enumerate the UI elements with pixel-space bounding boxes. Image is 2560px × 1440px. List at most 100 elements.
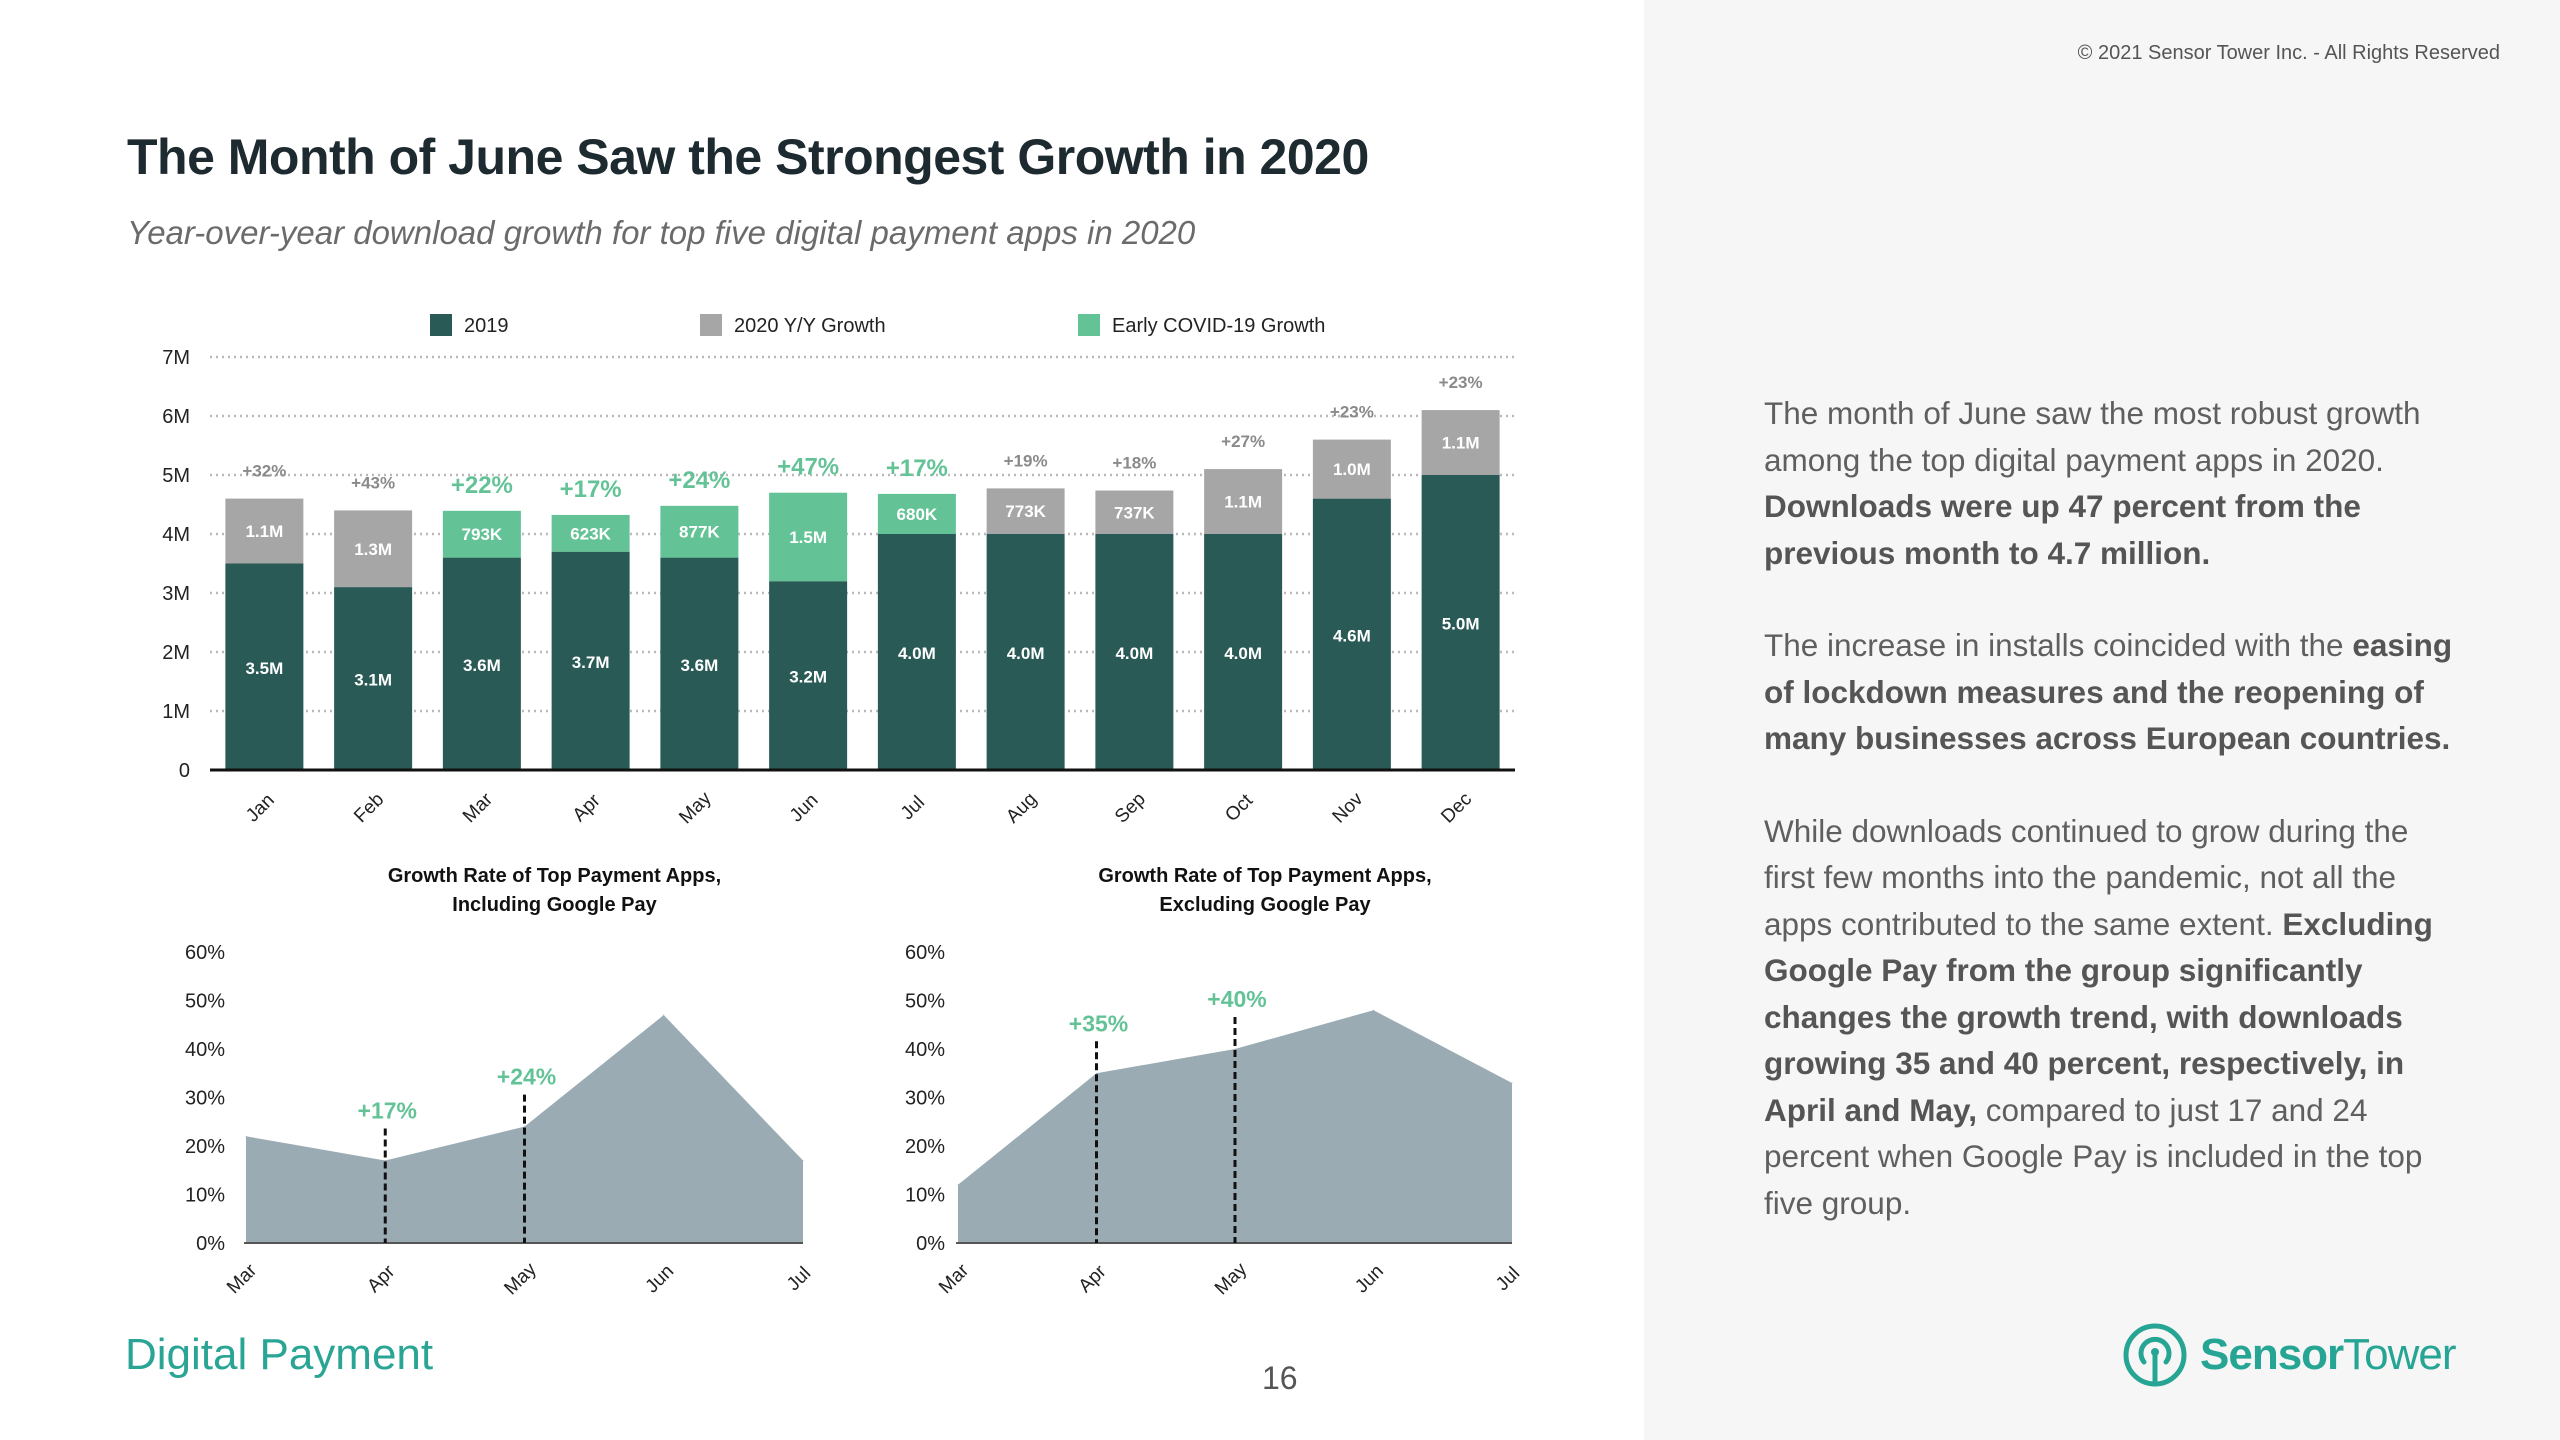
bar-2020-growth — [1421, 410, 1500, 475]
area-data-point — [1234, 1048, 1236, 1050]
bar-2019-value-label: 4.6M — [1333, 626, 1371, 645]
brand-name-bold: Sensor — [2200, 1330, 2344, 1379]
legend-label: 2020 Y/Y Growth — [734, 315, 886, 337]
bar-2019 — [660, 557, 739, 770]
area-chart-including-google-pay: Growth Rate of Top Payment Apps, Includin… — [185, 865, 815, 1300]
growth-percent-label: +22% — [451, 472, 513, 499]
y-tick-label: 60% — [905, 942, 945, 964]
legend-label: 2019 — [464, 315, 509, 337]
legend-swatch — [700, 314, 722, 336]
x-tick-label: Jul — [783, 1263, 815, 1295]
legend-swatch — [1078, 314, 1100, 336]
legend-label: Early COVID-19 Growth — [1112, 315, 1325, 337]
area-chart-title: Including Google Pay — [452, 894, 657, 916]
section-label: Digital Payment — [125, 1330, 434, 1379]
area-data-point — [663, 1014, 665, 1016]
growth-percent-label: +23% — [1439, 373, 1483, 392]
sensor-tower-logo-icon — [2123, 1323, 2187, 1387]
bar-2020-growth — [551, 514, 630, 552]
x-tick-label: Nov — [1329, 788, 1368, 827]
bar-growth-value-label: 1.0M — [1333, 460, 1371, 479]
slide-main-panel: The Month of June Saw the Strongest Grow… — [125, 129, 1525, 1396]
commentary-highlight: Excluding Google Pay from the group sign… — [1764, 905, 2433, 1128]
slide-title: The Month of June Saw the Strongest Grow… — [127, 129, 1369, 185]
growth-percent-label: +47% — [777, 454, 839, 481]
bar-2020-growth — [877, 493, 956, 534]
y-tick-label: 50% — [185, 991, 225, 1013]
bar-2019 — [551, 551, 630, 770]
annotation-label: +35% — [1069, 1010, 1128, 1036]
y-tick-label: 20% — [185, 1136, 225, 1158]
x-tick-label: Oct — [1221, 790, 1257, 826]
commentary-run: The increase in installs coincided with … — [1764, 627, 2353, 663]
x-tick-label: May — [675, 788, 716, 829]
bar-2020-growth — [986, 488, 1065, 534]
area-data-point — [1511, 1082, 1513, 1084]
bar-growth-value-label: 773K — [1005, 502, 1046, 521]
bar-2019-value-label: 5.0M — [1442, 615, 1480, 634]
growth-percent-label: +17% — [886, 455, 948, 482]
x-tick-label: Apr — [363, 1261, 399, 1297]
commentary-paragraph: The increase in installs coincided with … — [1764, 622, 2464, 762]
bar-growth-value-label: 1.1M — [1224, 493, 1262, 512]
annotation-label: +40% — [1207, 986, 1266, 1012]
bar-growth-value-label: 1.5M — [789, 528, 827, 547]
legend-swatch — [430, 314, 452, 336]
x-tick-label: Jul — [1492, 1263, 1524, 1295]
area-data-point — [1373, 1009, 1374, 1011]
bar-2019 — [986, 534, 1065, 770]
x-tick-label: Mar — [935, 1260, 973, 1298]
commentary-paragraph: The month of June saw the most robust gr… — [1764, 390, 2464, 576]
bar-2019-value-label: 4.0M — [1115, 644, 1153, 663]
x-tick-label: Sep — [1111, 789, 1150, 828]
bar-2019-value-label: 3.6M — [463, 656, 501, 675]
x-tick-label: Mar — [459, 789, 497, 827]
commentary-paragraph: While downloads continued to grow during… — [1764, 808, 2464, 1227]
area-data-point — [1096, 1072, 1097, 1074]
bar-2019-value-label: 3.5M — [245, 659, 283, 678]
bar-growth-value-label: 877K — [679, 523, 720, 542]
y-tick-label: 0% — [196, 1233, 225, 1255]
sensor-tower-wordmark: SensorTower — [2200, 1330, 2457, 1380]
bar-2019-value-label: 3.2M — [789, 668, 827, 687]
copyright-text: © 2021 Sensor Tower Inc. - All Rights Re… — [2077, 42, 2500, 64]
bar-2020-growth — [334, 510, 413, 588]
x-tick-label: Jun — [1351, 1261, 1388, 1298]
x-tick-label: Apr — [1075, 1261, 1111, 1297]
y-tick-label: 50% — [905, 991, 945, 1013]
area-data-point — [524, 1126, 525, 1128]
bar-2019-value-label: 3.7M — [572, 653, 610, 672]
growth-percent-label: +19% — [1004, 451, 1048, 470]
bar-growth-value-label: 1.1M — [1442, 434, 1480, 453]
annotation-label: +24% — [497, 1064, 556, 1090]
bar-2020-growth — [1204, 469, 1283, 534]
area-data-point — [957, 1184, 959, 1186]
area-data-point — [245, 1135, 247, 1137]
bar-2019-value-label: 4.0M — [1007, 644, 1045, 663]
x-tick-label: Jun — [786, 790, 823, 827]
x-tick-label: May — [500, 1259, 541, 1300]
growth-percent-label: +24% — [668, 467, 730, 494]
bar-growth-value-label: 1.1M — [245, 522, 283, 541]
bar-2019 — [1421, 475, 1500, 770]
bar-2019 — [334, 587, 413, 770]
bar-2019-value-label: 3.6M — [680, 656, 718, 675]
bar-growth-value-label: 623K — [570, 524, 611, 543]
y-tick-label: 40% — [905, 1039, 945, 1061]
annotation-label: +17% — [358, 1098, 417, 1124]
commentary-highlight: Downloads were up 47 percent from the pr… — [1764, 488, 2361, 571]
brand-name-regular: Tower — [2343, 1330, 2456, 1379]
growth-percent-label: +32% — [242, 462, 286, 481]
bar-2020-growth — [225, 498, 304, 564]
bar-2019 — [225, 563, 304, 770]
y-tick-label: 30% — [185, 1088, 225, 1110]
y-tick-label: 10% — [185, 1185, 225, 1207]
growth-percent-label: +17% — [560, 476, 622, 503]
sensor-tower-logo: SensorTower — [2122, 1322, 2457, 1388]
y-tick-label: 3M — [162, 583, 190, 605]
x-tick-label: Jun — [642, 1261, 679, 1298]
commentary-run: compared to just 17 and 24 percent when … — [1764, 1091, 2423, 1221]
bar-growth-value-label: 793K — [462, 525, 503, 544]
bar-2019 — [877, 534, 956, 770]
bar-2019 — [1095, 534, 1174, 770]
